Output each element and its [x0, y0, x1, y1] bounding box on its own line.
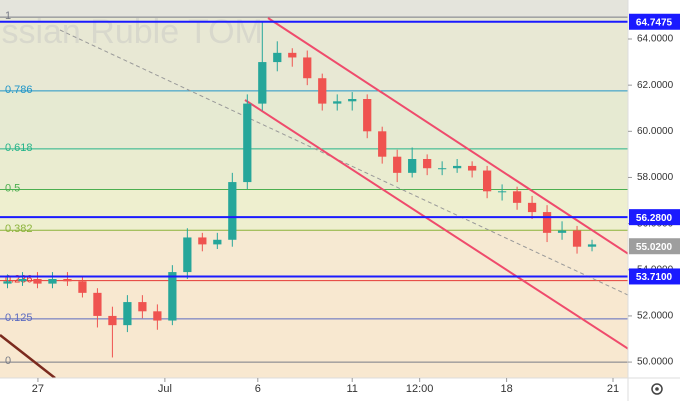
- last-price-label: 55.0200: [636, 242, 673, 253]
- x-tick-label: 18: [500, 383, 512, 395]
- fib-band: [0, 318, 628, 363]
- x-tick-label: 21: [607, 383, 619, 395]
- candle-body: [258, 62, 267, 104]
- candle-body: [288, 52, 297, 58]
- price-badge-label: 53.7100: [636, 272, 673, 283]
- fib-band: [0, 17, 628, 91]
- candle-body: [138, 302, 147, 312]
- last-price-badge: [629, 238, 680, 255]
- candle-body: [468, 165, 477, 171]
- watermark: Russian Ruble TOM: [0, 13, 263, 51]
- drawings: [0, 17, 628, 378]
- candle-body: [482, 170, 492, 192]
- candle-body: [18, 279, 27, 282]
- candle-body: [243, 103, 252, 183]
- x-tick-label: 11: [347, 383, 358, 395]
- candle-body: [198, 237, 207, 245]
- candle-body: [438, 168, 447, 170]
- candle-body: [453, 165, 462, 169]
- fib-label: 0: [5, 355, 11, 367]
- settings-icon[interactable]: [651, 383, 663, 395]
- fib-band: [0, 280, 628, 319]
- candle-body: [423, 159, 432, 169]
- x-tick-label: Jul: [158, 383, 172, 395]
- fib-label: 0.382: [5, 223, 33, 235]
- fib-label: 1: [5, 10, 11, 22]
- candle-body: [303, 57, 312, 79]
- candle-body: [542, 212, 552, 233]
- fib-band: [0, 230, 628, 281]
- candle-body: [78, 281, 87, 293]
- trend-line-old: [0, 334, 56, 378]
- price-badge-label: 64.7475: [636, 17, 673, 28]
- candle-body: [557, 230, 567, 233]
- candle-body: [527, 202, 537, 213]
- price-badge-label: 56.2800: [636, 213, 673, 224]
- candle-body: [93, 292, 102, 316]
- candle-body: [213, 239, 222, 245]
- x-tick-label: 12:00: [406, 383, 434, 395]
- candle-body: [318, 78, 327, 104]
- candle-body: [33, 279, 42, 284]
- candle-body: [183, 237, 192, 273]
- candle-body: [168, 272, 177, 321]
- channel-upper: [267, 17, 628, 255]
- candle-body: [228, 182, 237, 240]
- fib-label: 0.125: [5, 312, 33, 324]
- y-tick-label: 52.0000: [637, 311, 674, 322]
- y-tick-label: 50.0000: [637, 357, 674, 368]
- candle-body: [408, 159, 417, 173]
- x-tick-label: 6: [255, 383, 261, 395]
- time-axis: [0, 378, 680, 401]
- candle-body: [153, 311, 162, 321]
- candle-body: [512, 191, 522, 203]
- price-badge: [629, 268, 680, 285]
- candle-body: [63, 279, 72, 282]
- candle-body: [363, 99, 372, 132]
- candle-body: [333, 101, 342, 104]
- fib-band: [0, 0, 628, 18]
- candle-body: [273, 52, 282, 63]
- y-tick-label: 62.0000: [637, 80, 674, 91]
- candle-body: [108, 315, 117, 326]
- candle-body: [123, 302, 132, 326]
- candle-body: [393, 156, 402, 173]
- candle-body: [348, 99, 357, 102]
- fib-label: 0.618: [5, 142, 33, 154]
- channel-lower: [244, 99, 628, 350]
- fib-label: 0.5: [5, 182, 20, 194]
- candle-body: [378, 131, 387, 157]
- candle-body: [587, 244, 597, 247]
- y-tick-label: 64.0000: [637, 34, 674, 45]
- price-badge: [629, 13, 680, 30]
- y-tick-label: 58.0000: [637, 172, 674, 183]
- fib-band: [0, 90, 628, 149]
- fib-label: 0.786: [5, 84, 33, 96]
- fib-band: [0, 189, 628, 231]
- fib-band: [0, 362, 628, 378]
- candle-body: [497, 191, 507, 193]
- price-badge: [629, 209, 680, 226]
- x-tick-label: 27: [32, 383, 44, 395]
- fib-band: [0, 148, 628, 190]
- candle-body: [3, 281, 12, 284]
- y-tick-label: 60.0000: [637, 126, 674, 137]
- candle-body: [48, 279, 57, 284]
- candle-body: [572, 230, 582, 247]
